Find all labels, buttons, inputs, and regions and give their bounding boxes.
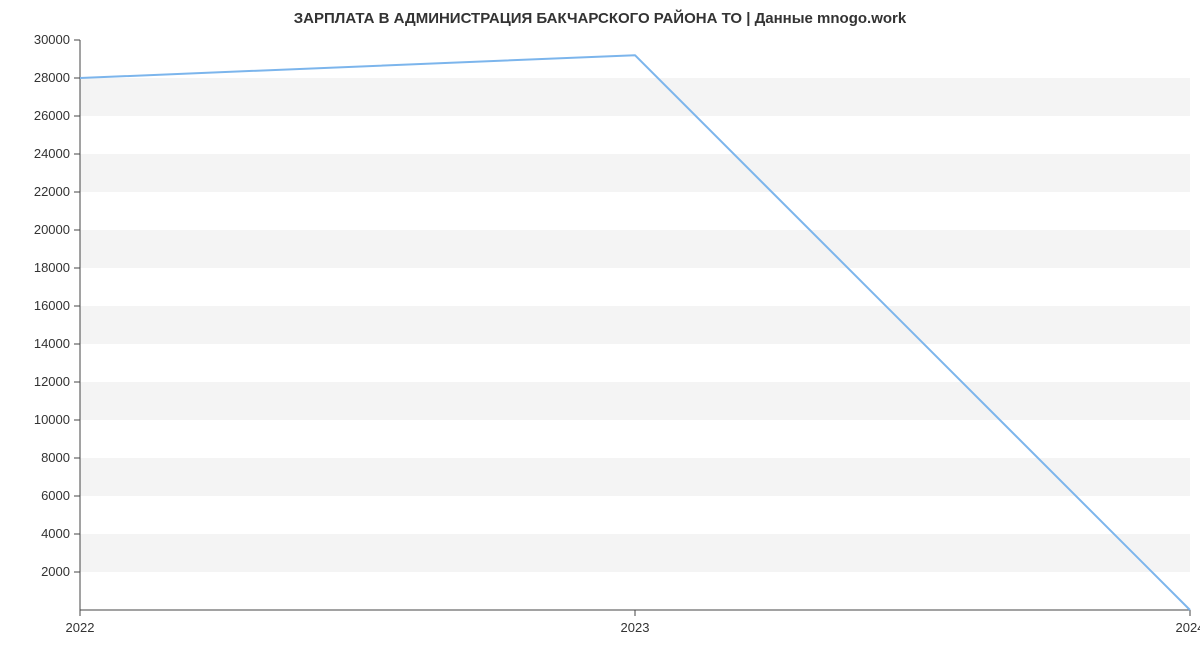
svg-text:30000: 30000 [34,32,70,47]
svg-text:2000: 2000 [41,564,70,579]
svg-text:6000: 6000 [41,488,70,503]
svg-text:2024: 2024 [1176,620,1200,635]
svg-text:14000: 14000 [34,336,70,351]
svg-text:10000: 10000 [34,412,70,427]
svg-text:22000: 22000 [34,184,70,199]
line-chart: ЗАРПЛАТА В АДМИНИСТРАЦИЯ БАКЧАРСКОГО РАЙ… [0,0,1200,650]
svg-text:4000: 4000 [41,526,70,541]
chart-svg: 2000 4000 6000 8000 10000 12000 14000 16000 1800… [0,0,1200,650]
svg-text:2022: 2022 [66,620,95,635]
svg-text:26000: 26000 [34,108,70,123]
svg-text:2023: 2023 [621,620,650,635]
svg-text:18000: 18000 [34,260,70,275]
svg-text:28000: 28000 [34,70,70,85]
svg-text:20000: 20000 [34,222,70,237]
svg-text:8000: 8000 [41,450,70,465]
svg-text:16000: 16000 [34,298,70,313]
svg-text:24000: 24000 [34,146,70,161]
svg-text:12000: 12000 [34,374,70,389]
chart-title: ЗАРПЛАТА В АДМИНИСТРАЦИЯ БАКЧАРСКОГО РАЙ… [0,10,1200,27]
